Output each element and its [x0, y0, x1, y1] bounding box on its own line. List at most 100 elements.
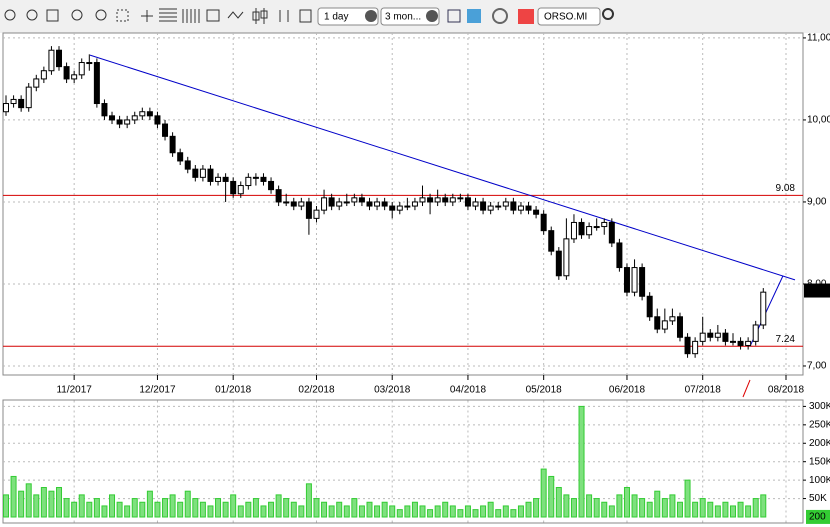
volume-bar	[366, 501, 373, 518]
volume-bar	[760, 494, 767, 518]
zoom-x-icon[interactable]	[71, 9, 83, 21]
volume-bar	[517, 505, 524, 518]
candle-body	[563, 238, 570, 277]
volume-bar	[586, 494, 593, 518]
last-price-label: 7.92	[807, 285, 827, 296]
volume-bar	[457, 509, 464, 518]
y-tick-label: 7,00	[807, 361, 827, 372]
candle-body	[154, 115, 161, 125]
candle-icon[interactable]	[252, 8, 268, 24]
cross-icon[interactable]	[141, 10, 153, 22]
volume-bar	[495, 509, 502, 518]
volume-bar	[192, 498, 199, 518]
volume-bar	[131, 498, 138, 518]
last-volume-box	[806, 509, 830, 524]
interval-select[interactable]	[317, 7, 379, 26]
fit-y-icon[interactable]	[116, 9, 129, 22]
candle-body	[608, 221, 615, 244]
refresh-icon[interactable]	[492, 8, 508, 24]
frame-icon[interactable]	[206, 9, 220, 22]
last-price-box	[804, 283, 830, 298]
volume-bar	[533, 498, 540, 518]
hgrid-icon[interactable]	[159, 8, 177, 22]
volume-bar	[56, 487, 63, 518]
candle-body	[472, 201, 479, 207]
volume-bar	[646, 501, 653, 518]
candle-body	[245, 176, 252, 187]
x-tick-label: 11/2017	[56, 385, 92, 396]
volume-bar	[154, 501, 161, 518]
volume-bar	[351, 498, 358, 518]
y-tick-label: 11,00	[807, 33, 830, 44]
dropdown-arrow[interactable]	[426, 10, 438, 22]
volume-bar	[116, 501, 123, 518]
symbol-icon[interactable]	[518, 9, 534, 24]
cursor-marker	[742, 379, 751, 398]
volume-bar	[283, 498, 290, 518]
volume-bar	[570, 498, 577, 518]
volume-bar	[328, 505, 335, 518]
candle-body	[3, 103, 9, 113]
volume-bar	[207, 505, 214, 518]
candle-body	[283, 201, 290, 204]
candle-body	[328, 197, 335, 207]
candle-body	[555, 250, 562, 277]
candle-body	[661, 320, 668, 330]
candle-body	[162, 123, 169, 137]
zoom-y-icon[interactable]	[95, 9, 107, 21]
bar-icon[interactable]	[279, 10, 289, 22]
candle-body	[525, 205, 532, 211]
range-select[interactable]	[380, 7, 440, 26]
candle-body	[252, 176, 259, 179]
y-tick-label: 9,00	[807, 197, 827, 208]
candle-body	[457, 197, 464, 200]
candle-body	[207, 168, 214, 182]
candle-body	[722, 332, 729, 342]
volume-bar	[676, 501, 683, 518]
candle-body	[692, 340, 699, 355]
volume-bar	[639, 498, 646, 518]
volume-bar	[661, 498, 668, 518]
price-panel	[2, 32, 804, 376]
y-tick-label: 10,00	[807, 115, 830, 126]
fit-icon[interactable]	[46, 9, 59, 22]
volume-bar	[555, 487, 562, 518]
search-icon[interactable]	[602, 8, 614, 20]
candle-body	[305, 201, 312, 219]
candle-body	[381, 201, 388, 207]
dropdown-arrow[interactable]	[365, 10, 377, 22]
volume-bar	[654, 490, 661, 518]
candle-body	[343, 201, 350, 204]
symbol-input[interactable]	[537, 7, 601, 26]
volume-bar	[162, 498, 169, 518]
line-icon[interactable]	[227, 11, 244, 19]
volume-bar	[464, 505, 471, 518]
list-icon[interactable]	[299, 9, 312, 23]
candle-body	[177, 152, 184, 162]
save-icon[interactable]	[467, 9, 481, 23]
volume-bar	[215, 498, 222, 518]
volume-bar	[396, 509, 403, 518]
table-icon[interactable]	[447, 9, 461, 23]
candle-body	[517, 205, 524, 211]
candle-body	[268, 180, 275, 191]
volume-bar	[442, 501, 449, 518]
candle-body	[86, 62, 93, 65]
zoom-out-icon[interactable]	[26, 9, 38, 21]
candle-body	[487, 205, 494, 211]
candle-body	[33, 78, 40, 88]
volume-bar	[298, 505, 305, 518]
volume-bar	[177, 501, 184, 518]
candle-body	[101, 103, 108, 117]
volume-bar	[109, 494, 116, 518]
candle-body	[480, 201, 487, 211]
x-tick-label: 07/2018	[685, 385, 722, 396]
volume-bar	[502, 505, 509, 518]
vgrid-icon[interactable]	[182, 9, 200, 23]
candle-body	[427, 197, 434, 203]
zoom-icon[interactable]	[4, 9, 16, 21]
candle-body	[752, 324, 759, 342]
level-label: 7.24	[776, 334, 796, 345]
candle-body	[56, 49, 63, 68]
